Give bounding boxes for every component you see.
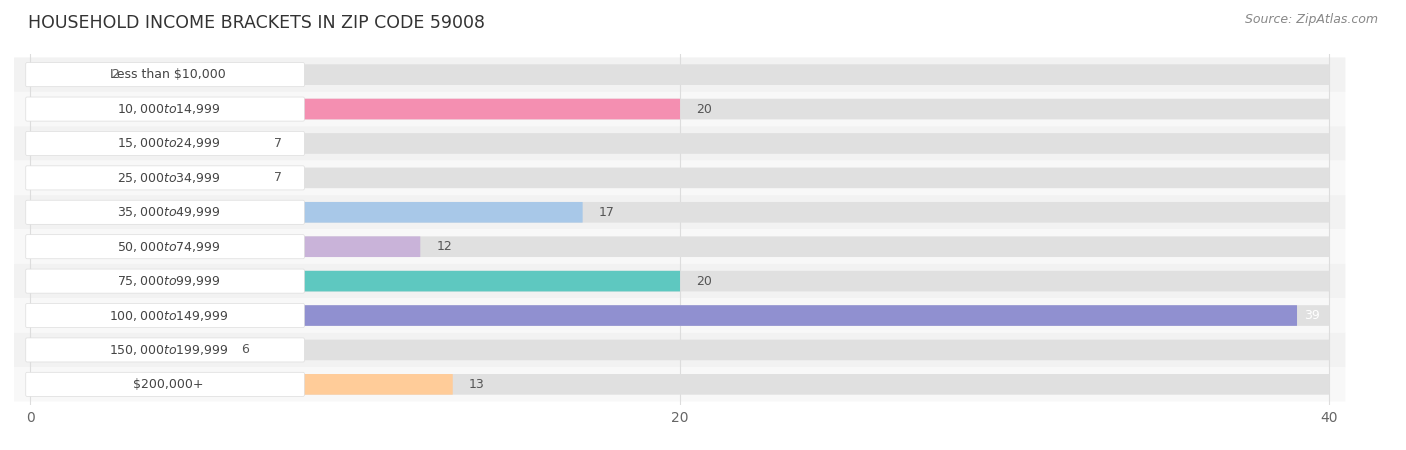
- Text: $150,000 to $199,999: $150,000 to $199,999: [108, 343, 228, 357]
- Text: 6: 6: [242, 343, 249, 356]
- Text: 2: 2: [111, 68, 120, 81]
- Text: $15,000 to $24,999: $15,000 to $24,999: [117, 136, 221, 150]
- FancyBboxPatch shape: [30, 271, 1330, 292]
- FancyBboxPatch shape: [25, 303, 304, 328]
- Text: 39: 39: [1303, 309, 1319, 322]
- FancyBboxPatch shape: [14, 230, 1346, 264]
- FancyBboxPatch shape: [14, 195, 1346, 230]
- FancyBboxPatch shape: [25, 372, 304, 396]
- FancyBboxPatch shape: [30, 64, 96, 85]
- FancyBboxPatch shape: [30, 236, 420, 257]
- FancyBboxPatch shape: [14, 333, 1346, 367]
- FancyBboxPatch shape: [30, 167, 1330, 188]
- FancyBboxPatch shape: [30, 99, 1330, 119]
- Text: 12: 12: [436, 240, 451, 253]
- FancyBboxPatch shape: [25, 338, 304, 362]
- FancyBboxPatch shape: [30, 133, 257, 154]
- FancyBboxPatch shape: [25, 200, 304, 225]
- FancyBboxPatch shape: [25, 97, 304, 121]
- Text: 7: 7: [274, 137, 281, 150]
- FancyBboxPatch shape: [30, 133, 1330, 154]
- Text: $10,000 to $14,999: $10,000 to $14,999: [117, 102, 221, 116]
- FancyBboxPatch shape: [25, 269, 304, 293]
- FancyBboxPatch shape: [30, 305, 1330, 326]
- FancyBboxPatch shape: [14, 367, 1346, 401]
- FancyBboxPatch shape: [30, 374, 453, 395]
- FancyBboxPatch shape: [30, 271, 681, 292]
- FancyBboxPatch shape: [14, 92, 1346, 126]
- FancyBboxPatch shape: [30, 340, 1330, 360]
- Text: $25,000 to $34,999: $25,000 to $34,999: [117, 171, 221, 185]
- Text: 20: 20: [696, 274, 711, 288]
- Text: 20: 20: [696, 103, 711, 116]
- Text: Source: ZipAtlas.com: Source: ZipAtlas.com: [1244, 14, 1378, 27]
- FancyBboxPatch shape: [30, 202, 1330, 223]
- FancyBboxPatch shape: [30, 305, 1296, 326]
- Text: HOUSEHOLD INCOME BRACKETS IN ZIP CODE 59008: HOUSEHOLD INCOME BRACKETS IN ZIP CODE 59…: [28, 14, 485, 32]
- FancyBboxPatch shape: [14, 126, 1346, 161]
- Text: 13: 13: [468, 378, 485, 391]
- FancyBboxPatch shape: [30, 374, 1330, 395]
- FancyBboxPatch shape: [14, 58, 1346, 92]
- FancyBboxPatch shape: [25, 131, 304, 156]
- Text: $35,000 to $49,999: $35,000 to $49,999: [117, 205, 221, 219]
- FancyBboxPatch shape: [25, 63, 304, 87]
- FancyBboxPatch shape: [14, 264, 1346, 298]
- FancyBboxPatch shape: [25, 166, 304, 190]
- FancyBboxPatch shape: [30, 99, 681, 119]
- FancyBboxPatch shape: [14, 298, 1346, 333]
- FancyBboxPatch shape: [30, 340, 225, 360]
- Text: $75,000 to $99,999: $75,000 to $99,999: [117, 274, 221, 288]
- FancyBboxPatch shape: [30, 236, 1330, 257]
- Text: $50,000 to $74,999: $50,000 to $74,999: [117, 240, 221, 254]
- Text: $200,000+: $200,000+: [134, 378, 204, 391]
- FancyBboxPatch shape: [30, 202, 582, 223]
- FancyBboxPatch shape: [25, 234, 304, 259]
- FancyBboxPatch shape: [30, 64, 1330, 85]
- Text: 17: 17: [599, 206, 614, 219]
- Text: 7: 7: [274, 171, 281, 184]
- Text: $100,000 to $149,999: $100,000 to $149,999: [108, 309, 228, 323]
- Text: Less than $10,000: Less than $10,000: [111, 68, 226, 81]
- FancyBboxPatch shape: [30, 167, 257, 188]
- FancyBboxPatch shape: [14, 161, 1346, 195]
